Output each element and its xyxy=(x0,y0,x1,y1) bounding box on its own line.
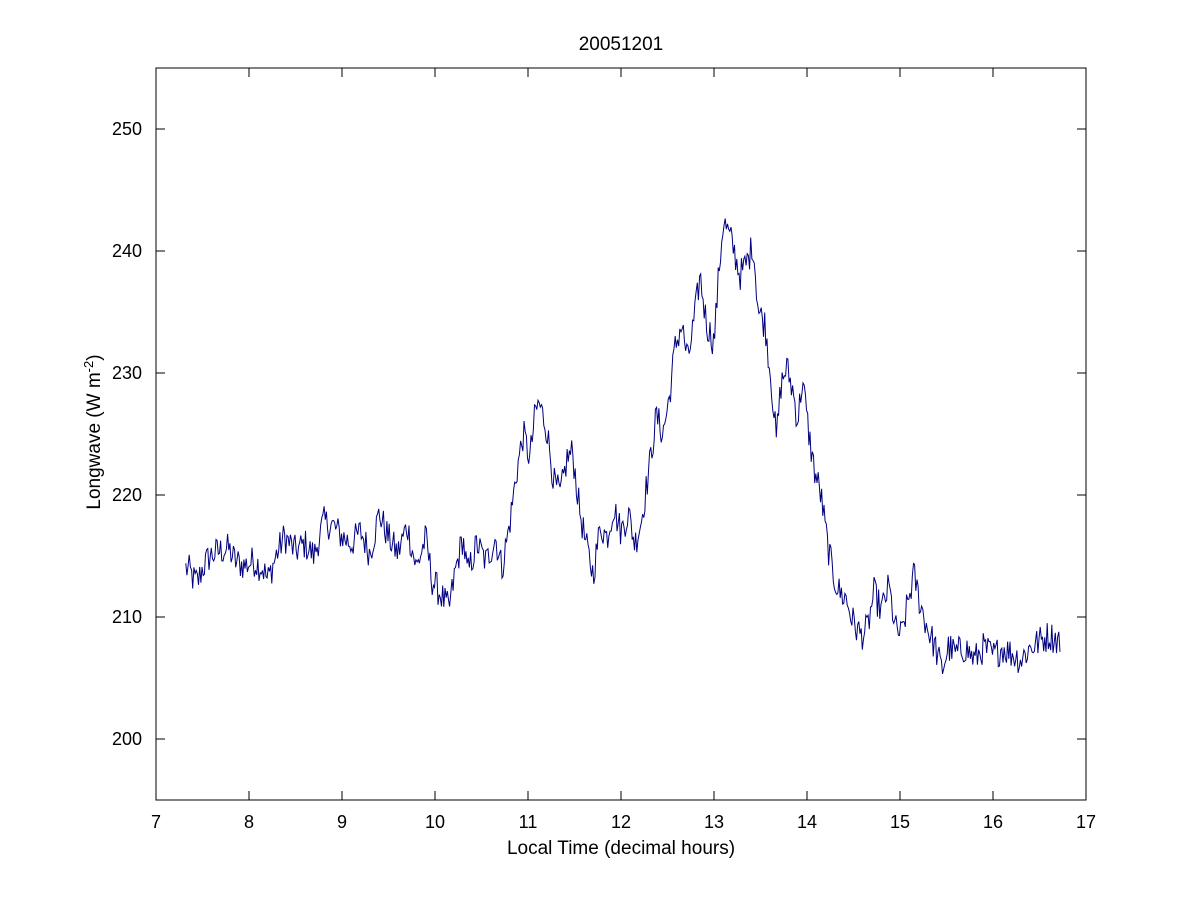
tick-marks xyxy=(155,68,1087,800)
y-tick-label: 230 xyxy=(112,363,142,383)
x-tick-label: 9 xyxy=(337,812,347,832)
x-tick-label: 7 xyxy=(151,812,161,832)
tick-labels: 7 8 9 10 11 12 13 14 15 16 17 200 210 220 230 240 250 xyxy=(112,119,1096,832)
x-tick-label: 14 xyxy=(797,812,817,832)
x-tick-label: 13 xyxy=(704,812,724,832)
y-axis-label: Longwave (W m-2) xyxy=(81,354,106,509)
x-tick-label: 11 xyxy=(519,812,538,832)
x-axis-label: Local Time (decimal hours) xyxy=(507,838,735,859)
y-tick-label: 210 xyxy=(112,607,142,627)
x-tick-label: 10 xyxy=(425,812,445,832)
y-axis-label-main: Longwave (W m xyxy=(84,372,105,509)
chart-title: 20051201 xyxy=(579,34,664,55)
x-tick-label: 16 xyxy=(983,812,1003,832)
y-tick-label: 220 xyxy=(112,485,142,505)
x-tick-label: 15 xyxy=(890,812,910,832)
x-tick-label: 12 xyxy=(611,812,631,832)
y-axis-label-superscript: -2 xyxy=(81,361,96,373)
x-tick-label: 17 xyxy=(1076,812,1096,832)
series-line xyxy=(185,218,1061,675)
y-tick-label: 200 xyxy=(112,729,142,749)
plot-area xyxy=(155,67,1087,801)
y-axis-label-close: ) xyxy=(84,354,105,360)
y-tick-label: 240 xyxy=(112,241,142,261)
x-tick-label: 8 xyxy=(244,812,254,832)
y-tick-label: 250 xyxy=(112,119,142,139)
